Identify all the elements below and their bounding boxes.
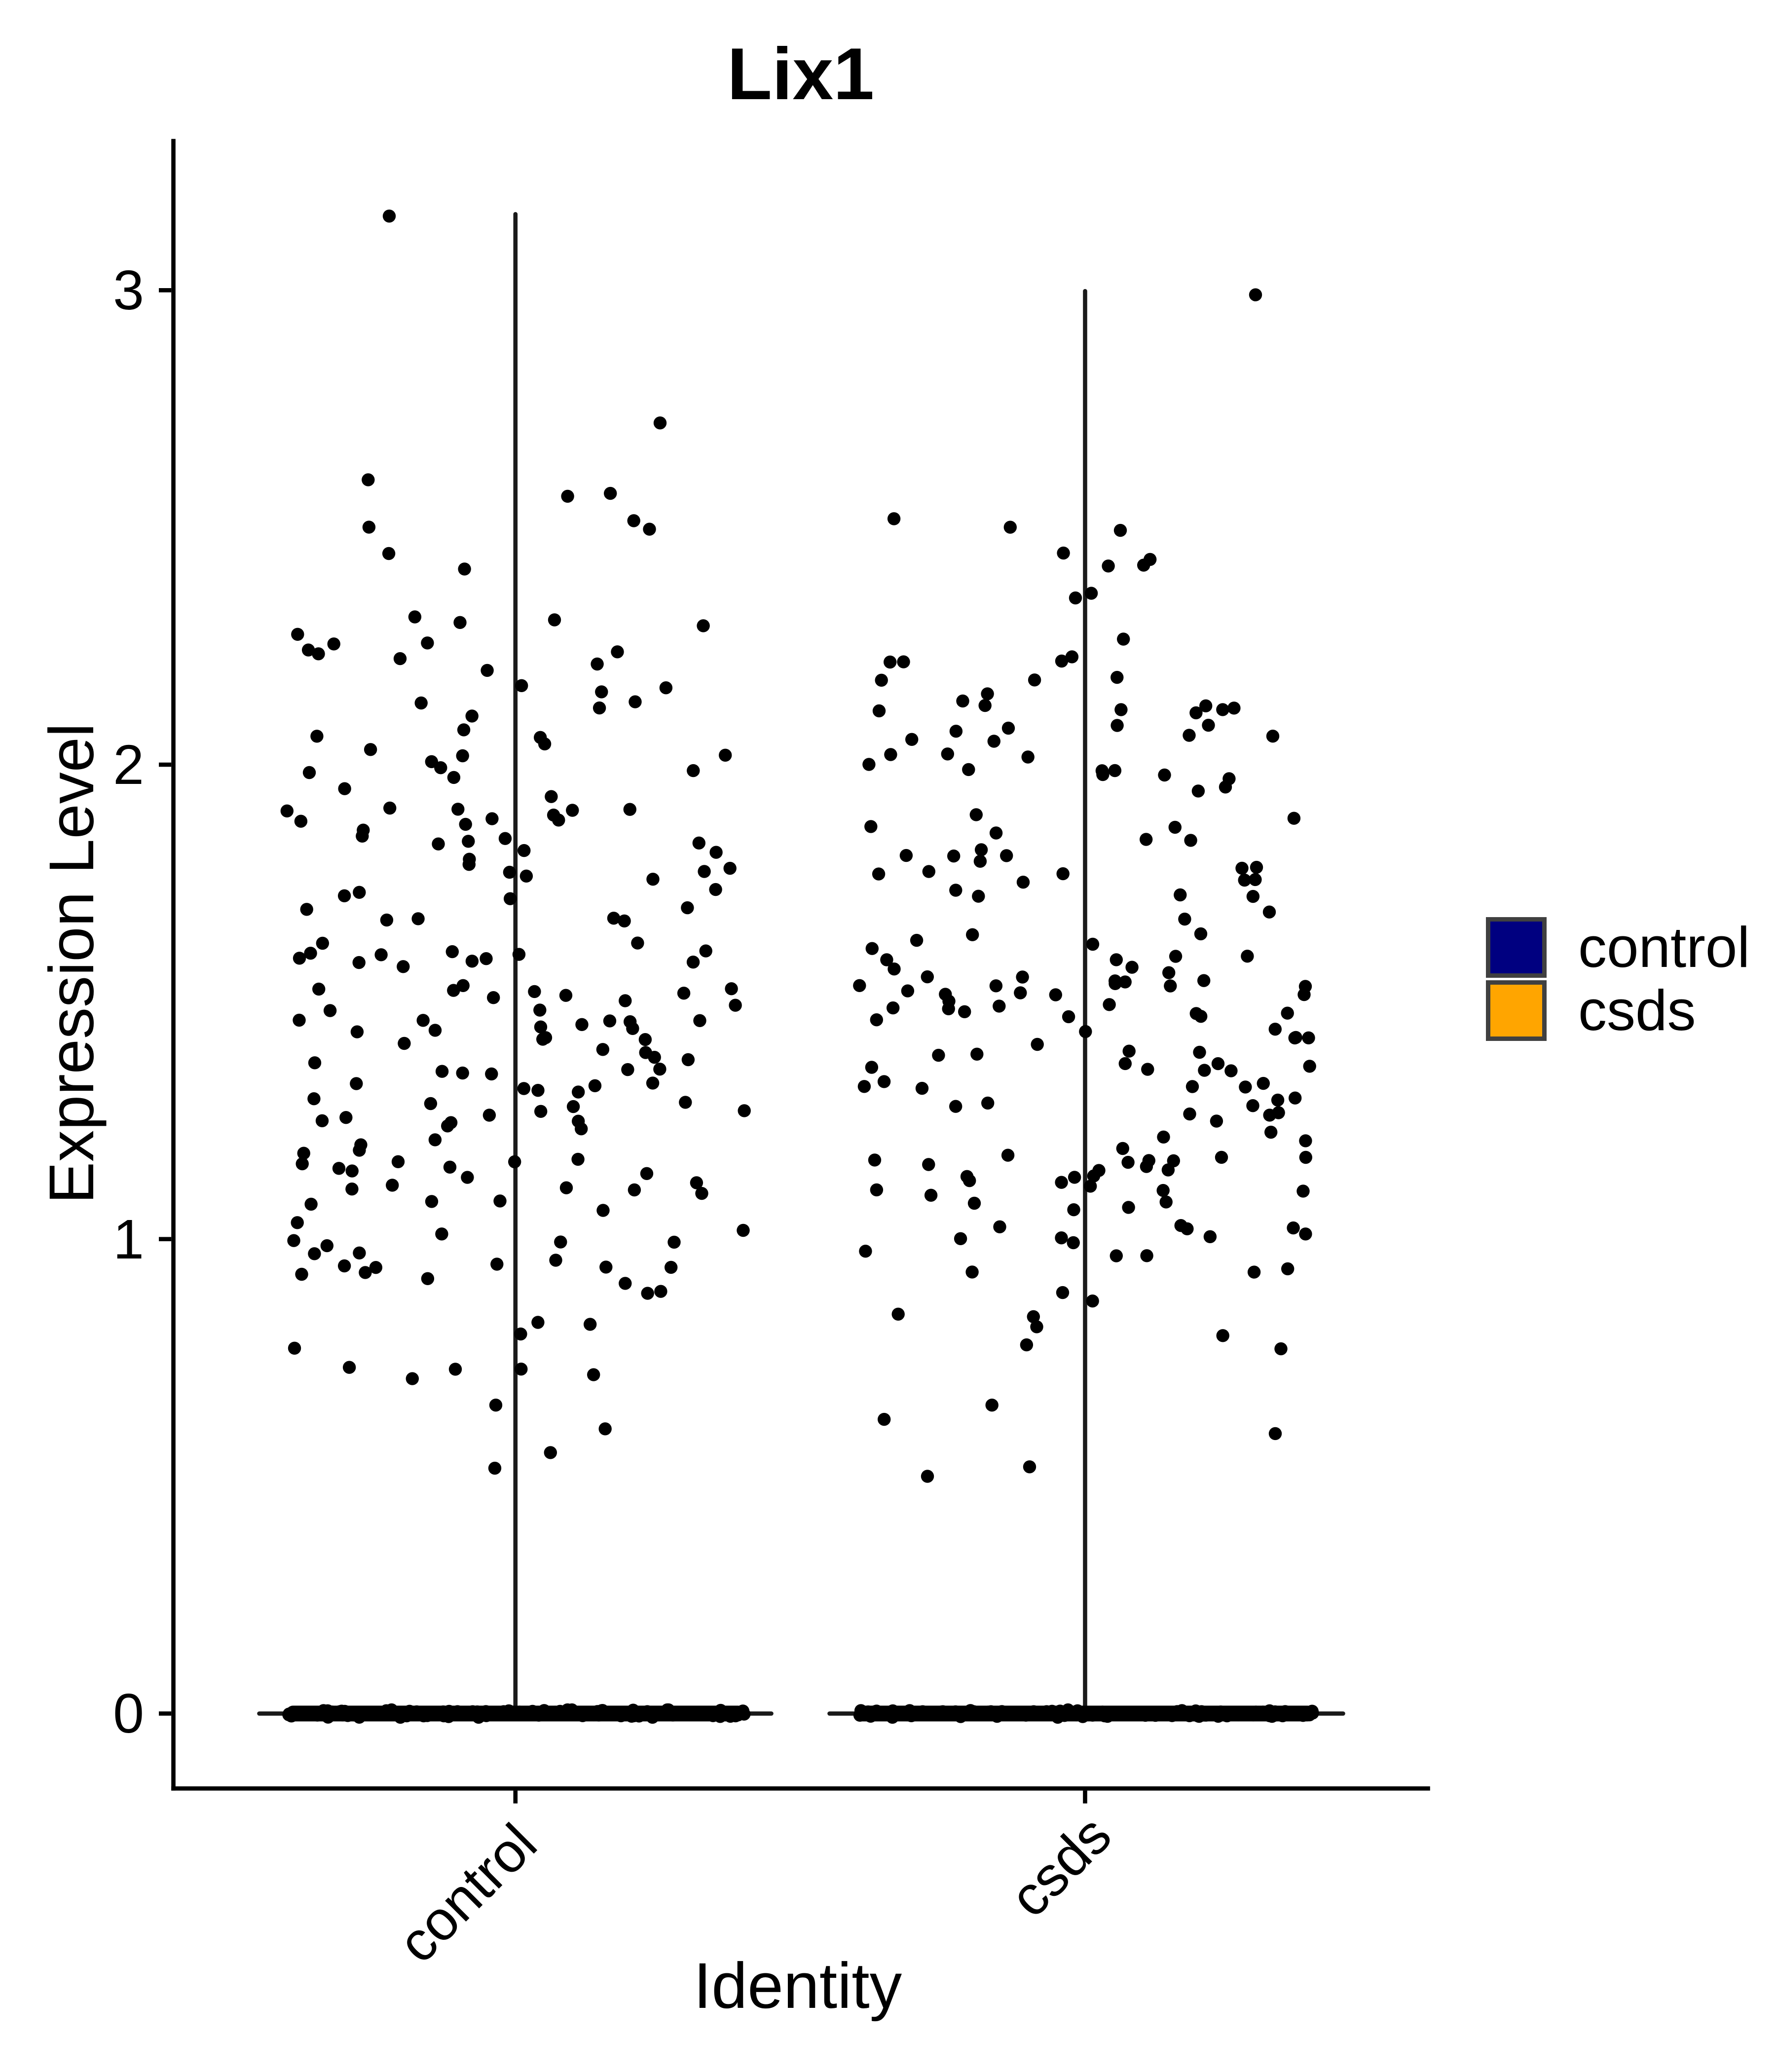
svg-text:3: 3	[113, 259, 144, 321]
svg-text:control: control	[1578, 915, 1750, 979]
svg-text:Lix1: Lix1	[727, 33, 874, 115]
svg-text:0: 0	[113, 1682, 144, 1744]
svg-text:1: 1	[113, 1208, 144, 1270]
svg-text:Expression Level: Expression Level	[37, 723, 107, 1204]
svg-text:2: 2	[113, 734, 144, 796]
svg-text:Identity: Identity	[694, 1949, 902, 2022]
svg-text:csds: csds	[1578, 978, 1696, 1042]
